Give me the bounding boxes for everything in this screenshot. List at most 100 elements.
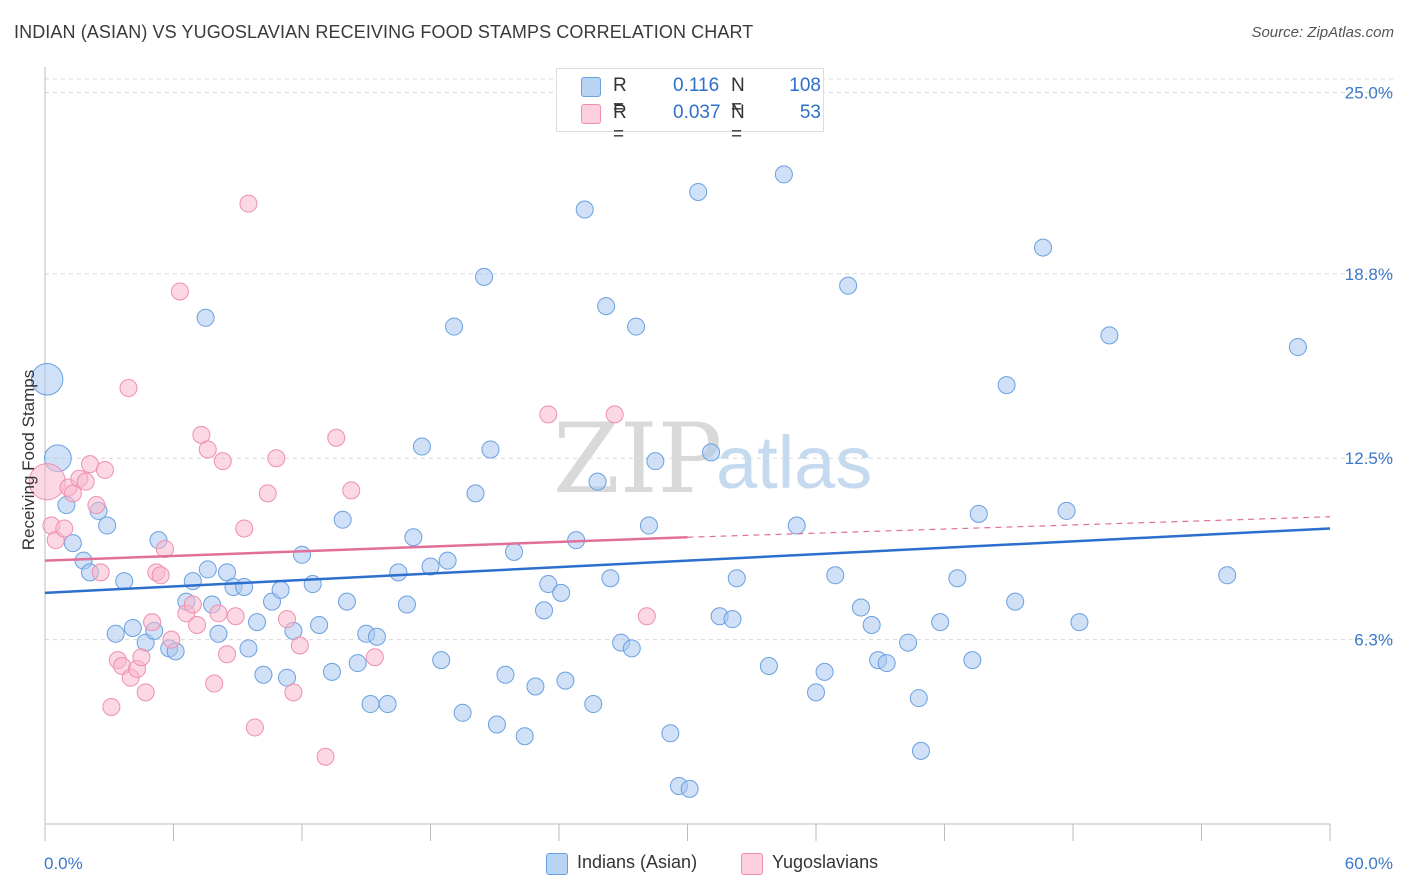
yugoslavians-point: [76, 472, 95, 491]
indians-point: [575, 200, 594, 219]
indians-point: [969, 504, 988, 523]
indians-point: [584, 695, 603, 714]
watermark-atlas: atlas: [716, 421, 872, 504]
indians-point: [552, 583, 571, 602]
indians-point: [254, 665, 273, 684]
indians-point: [807, 683, 825, 702]
legend-r-value: 0.116: [673, 75, 720, 96]
indians-point: [310, 616, 329, 635]
indians-point: [481, 440, 500, 459]
axes: [44, 67, 1331, 841]
indians-point: [601, 569, 620, 588]
yugoslavians-point: [188, 616, 207, 635]
indians-point: [333, 510, 352, 529]
yugoslavians-point: [170, 282, 189, 301]
indians-point: [209, 624, 228, 643]
yugoslavians-point: [205, 674, 224, 693]
legend-r-label: R =: [613, 75, 627, 118]
indians-point: [248, 613, 267, 632]
bottom-legend-swatch-indians: [546, 853, 568, 875]
indians-point: [432, 651, 451, 670]
indians-point: [123, 618, 142, 637]
indians-point: [535, 601, 554, 620]
bottom-legend-label: Indians (Asian): [577, 852, 698, 872]
yugoslavians-point: [267, 449, 286, 468]
indians-point: [453, 703, 472, 722]
indians-point: [661, 724, 680, 743]
yugoslavians-point: [198, 440, 217, 459]
yugoslavians-point: [119, 379, 138, 398]
indians-point: [526, 677, 545, 696]
indians-point: [445, 317, 464, 336]
trend-lines: [44, 516, 1331, 595]
yugoslavians-point: [209, 604, 228, 623]
indians-point: [1057, 501, 1076, 520]
bottom-legend-label: Yugoslavians: [772, 852, 879, 872]
y-tick-label: 18.8%: [1345, 265, 1393, 284]
indians-point: [1006, 592, 1025, 611]
yugoslavians-point: [239, 194, 258, 213]
yugoslavians-point: [235, 519, 254, 538]
indians-point: [723, 610, 742, 629]
legend-n-label: N =: [731, 75, 745, 118]
indians-point: [1034, 238, 1053, 257]
yugoslavians-point: [183, 595, 202, 614]
indians-point: [787, 516, 806, 535]
yugoslavians-point: [213, 452, 232, 471]
yugoslavians-point: [218, 645, 237, 664]
indians-point: [899, 633, 918, 652]
yugoslavians-point: [136, 683, 155, 702]
grid-lines: [45, 78, 1396, 641]
legend-swatch-indians: [581, 77, 601, 97]
indians-point: [322, 662, 341, 681]
legend-n-label: N =: [731, 102, 745, 145]
indians-point: [774, 165, 793, 184]
indians-point: [963, 651, 982, 670]
indians-point: [851, 598, 870, 617]
yugoslavians-point: [55, 519, 74, 538]
indians-point: [337, 592, 356, 611]
indians-point: [815, 662, 834, 681]
yugoslavians-point: [316, 747, 335, 766]
indians-point: [862, 616, 881, 635]
indians-point: [646, 452, 665, 471]
indians-point: [1070, 613, 1089, 632]
yugoslavians-trend-extension: [687, 516, 1331, 538]
yugoslavians-point: [80, 455, 99, 474]
indians-point: [911, 741, 930, 760]
indians-point: [378, 695, 397, 714]
legend-swatch-yugoslavians: [581, 104, 601, 124]
tick-labels: 6.3% 12.5% 18.8% 25.0% 0.0% 60.0%: [44, 83, 1393, 873]
indians-point: [702, 443, 721, 462]
y-axis-label: Receiving Food Stamps: [19, 370, 38, 550]
yugoslavians-point: [284, 683, 303, 702]
indians-point: [909, 689, 928, 708]
indians-point: [839, 276, 858, 295]
indians-point: [397, 595, 416, 614]
indians-point: [689, 182, 708, 201]
indians-point: [30, 363, 64, 396]
chart-title: INDIAN (ASIAN) VS YUGOSLAVIAN RECEIVING …: [14, 22, 754, 42]
y-tick-label: 12.5%: [1345, 449, 1393, 468]
y-tick-label: 25.0%: [1345, 83, 1393, 102]
indians-point: [466, 484, 485, 503]
indians-point: [759, 656, 778, 675]
yugoslavians-point: [637, 607, 656, 626]
indians-point: [622, 639, 641, 658]
indians-point: [421, 557, 440, 576]
yugoslavians-point: [95, 460, 114, 479]
indians-point: [1288, 338, 1307, 357]
indians-point: [198, 560, 217, 579]
yugoslavians-point: [102, 697, 121, 716]
yugoslavians-point: [290, 636, 309, 655]
legend-n-value: 53: [799, 102, 821, 123]
indians-point: [412, 437, 431, 456]
indians-point: [475, 267, 494, 286]
legend-r-value: 0.037: [673, 102, 721, 123]
indians-point: [627, 317, 646, 336]
yugoslavians-trend-line: [44, 535, 688, 562]
indians-point: [680, 779, 699, 798]
yugoslavians-point: [226, 607, 245, 626]
indians-point: [438, 551, 457, 570]
